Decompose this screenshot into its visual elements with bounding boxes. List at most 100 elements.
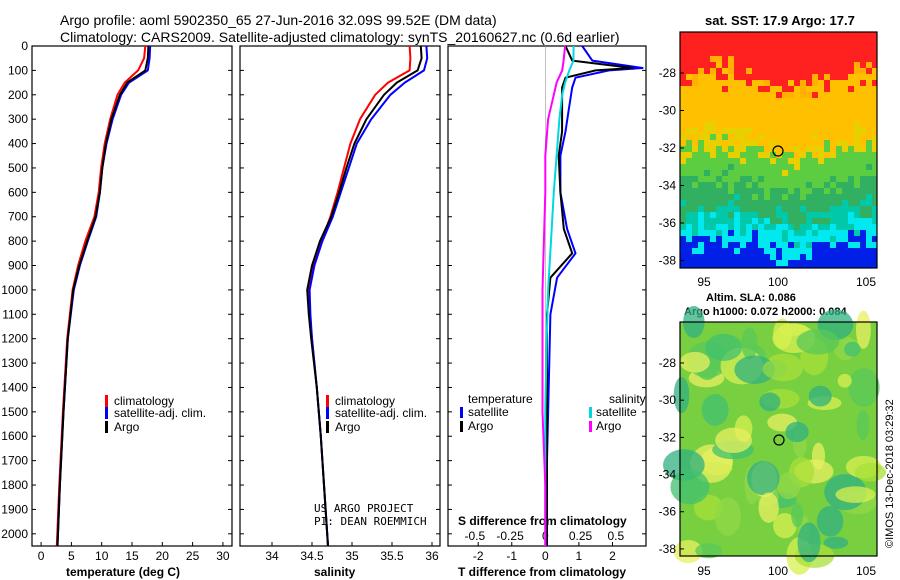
difference-xlabel: T difference from climatology — [458, 565, 626, 579]
sst-cell — [800, 98, 806, 104]
sst-cell — [848, 92, 854, 98]
sst-cell — [848, 140, 854, 146]
sst-cell — [830, 182, 836, 188]
sst-cell — [722, 98, 728, 104]
sst-cell — [740, 110, 746, 116]
sst-cell — [830, 140, 836, 146]
sst-cell — [788, 116, 794, 122]
temperature-series-climatology — [55, 45, 147, 547]
sst-cell — [698, 236, 704, 242]
sst-cell — [866, 74, 872, 80]
sst-cell — [842, 146, 848, 152]
sst-cell — [836, 230, 842, 236]
sst-cell — [872, 134, 877, 140]
sst-cell — [740, 206, 746, 212]
sst-cell — [824, 62, 830, 68]
sst-cell — [830, 62, 836, 68]
sst-cell — [854, 170, 860, 176]
sla-blob — [734, 355, 776, 384]
sst-cell — [794, 242, 800, 248]
sst-cell — [860, 44, 866, 50]
sst-cell — [746, 92, 752, 98]
sst-cell — [806, 200, 812, 206]
sst-cell — [848, 116, 854, 122]
sst-cell — [722, 110, 728, 116]
sst-cell — [704, 200, 710, 206]
sst-cell — [848, 170, 854, 176]
sst-cell — [794, 152, 800, 158]
sst-cell — [830, 74, 836, 80]
sst-cell — [686, 236, 692, 242]
sst-cell — [812, 104, 818, 110]
sst-cell — [746, 50, 752, 56]
sst-cell — [782, 98, 788, 104]
sst-cell — [848, 200, 854, 206]
sst-cell — [842, 242, 848, 248]
sst-cell — [770, 200, 776, 206]
sla-blob — [777, 472, 801, 500]
sst-cell — [740, 188, 746, 194]
sst-cell — [764, 248, 770, 254]
sst-cell — [806, 86, 812, 92]
sst-cell — [860, 116, 866, 122]
sst-cell — [734, 230, 740, 236]
sst-cell — [686, 218, 692, 224]
depth-tick-label: 500 — [8, 161, 28, 175]
sst-cell — [716, 218, 722, 224]
sst-cell — [710, 134, 716, 140]
sst-cell — [710, 230, 716, 236]
sst-cell — [698, 248, 704, 254]
sst-cell — [680, 266, 686, 268]
depth-tick-label: 1400 — [1, 380, 28, 394]
sst-cell — [686, 80, 692, 86]
sst-cell — [818, 56, 824, 62]
sst-cell — [848, 56, 854, 62]
sst-cell — [848, 248, 854, 254]
sst-cell — [740, 164, 746, 170]
sst-cell — [854, 110, 860, 116]
sst-cell — [818, 200, 824, 206]
sst-cell — [806, 206, 812, 212]
sst-cell — [836, 110, 842, 116]
sst-cell — [686, 188, 692, 194]
sst-cell — [860, 92, 866, 98]
sst-cell — [854, 194, 860, 200]
sst-cell — [800, 62, 806, 68]
sst-cell — [830, 68, 836, 74]
sst-cell — [848, 74, 854, 80]
sst-cell — [692, 248, 698, 254]
sst-cell — [842, 68, 848, 74]
sst-cell — [872, 260, 877, 266]
sst-cell — [704, 236, 710, 242]
sst-cell — [776, 236, 782, 242]
sst-cell — [752, 182, 758, 188]
sst-cell — [776, 62, 782, 68]
sst-cell — [794, 266, 800, 268]
sst-cell — [776, 164, 782, 170]
sst-cell — [680, 110, 686, 116]
sst-cell — [782, 134, 788, 140]
lon-tick-label: 95 — [697, 564, 711, 578]
sst-cell — [740, 242, 746, 248]
sst-cell — [872, 44, 877, 50]
sst-cell — [770, 122, 776, 128]
sst-cell — [716, 182, 722, 188]
sst-cell — [812, 110, 818, 116]
sst-cell — [734, 32, 740, 38]
sst-cell — [680, 38, 686, 44]
sst-cell — [722, 80, 728, 86]
sst-cell — [824, 266, 830, 268]
sst-cell — [794, 50, 800, 56]
sst-cell — [728, 38, 734, 44]
sst-cell — [764, 56, 770, 62]
sst-cell — [800, 110, 806, 116]
difference-tick-label: -2 — [473, 549, 484, 563]
sst-cell — [848, 80, 854, 86]
sst-cell — [686, 140, 692, 146]
sst-cell — [728, 86, 734, 92]
sst-cell — [728, 242, 734, 248]
sst-cell — [860, 230, 866, 236]
sst-cell — [686, 164, 692, 170]
sst-cell — [818, 146, 824, 152]
sst-cell — [848, 212, 854, 218]
